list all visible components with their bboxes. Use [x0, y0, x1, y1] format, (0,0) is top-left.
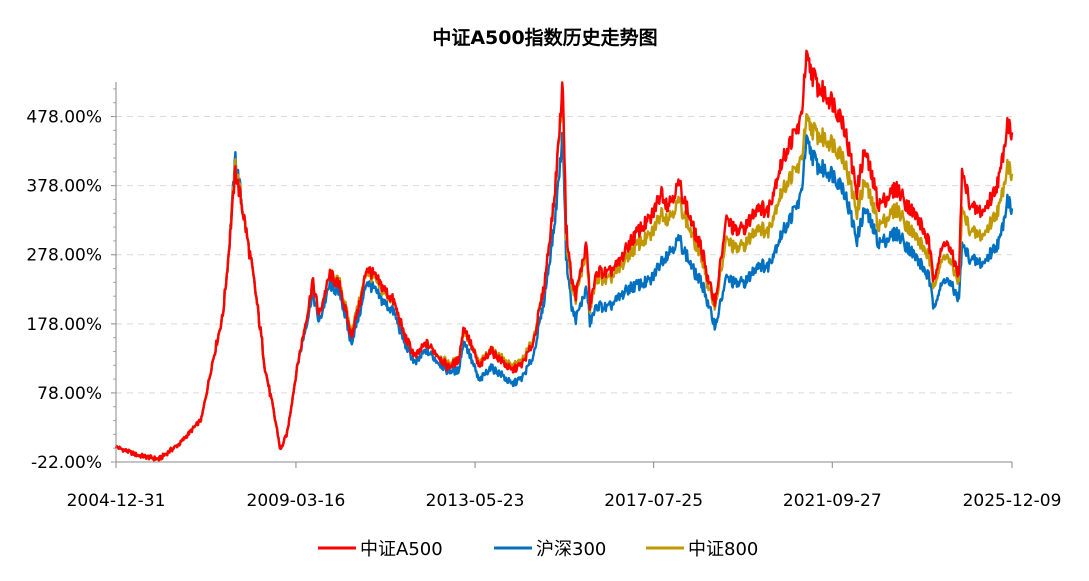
- x-tick-label: 2021-09-27: [783, 491, 882, 511]
- legend-label: 中证800: [688, 539, 758, 560]
- y-tick-label: 278.00%: [26, 246, 102, 266]
- legend-label: 沪深300: [536, 539, 606, 560]
- x-tick-label: 2004-12-31: [67, 491, 166, 511]
- y-tick-label: -22.00%: [31, 453, 102, 473]
- x-tick-label: 2009-03-16: [247, 491, 346, 511]
- legend: 中证A500 沪深300 中证800: [318, 539, 758, 560]
- series-lines: [114, 49, 1014, 462]
- x-tick-label: 2017-07-25: [604, 491, 703, 511]
- series-line-0: [114, 49, 1014, 462]
- y-tick-label: 478.00%: [26, 108, 102, 128]
- y-tick-label: 78.00%: [37, 384, 102, 404]
- legend-label: 中证A500: [360, 539, 443, 560]
- y-tick-label: 378.00%: [26, 177, 102, 197]
- x-axis-ticks: 2004-12-31 2009-03-16 2013-05-23 2017-07-25…: [67, 462, 1062, 511]
- chart-title: 中证A500指数历史走势图: [432, 26, 657, 49]
- x-tick-label: 2013-05-23: [426, 491, 525, 511]
- y-tick-label: 178.00%: [26, 315, 102, 335]
- x-tick-label: 2025-12-09: [963, 491, 1062, 511]
- y-axis-ticks: -22.00% 78.00% 178.00% 278.00% 378.00% 478.00…: [26, 88, 116, 473]
